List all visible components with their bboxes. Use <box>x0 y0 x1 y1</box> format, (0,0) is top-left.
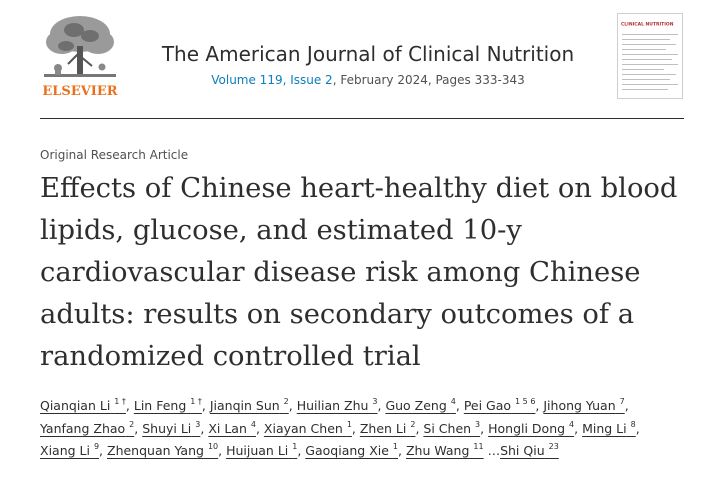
affiliation-marker: 3 <box>372 397 378 406</box>
cover-toc-line <box>622 39 670 40</box>
author-name: Xiayan Chen <box>263 420 343 436</box>
author-name: Guo Zeng <box>385 398 447 413</box>
affiliation-marker: 7 <box>619 397 625 406</box>
author-link[interactable]: Hongli Dong 4 <box>488 419 575 436</box>
elsevier-logo[interactable]: ELSEVIER <box>40 12 120 102</box>
author-link[interactable]: Xiang Li 9 <box>40 442 100 459</box>
affiliation-marker: 1 <box>292 442 298 451</box>
affiliation-marker: 1 5 6 <box>515 397 536 406</box>
author-link[interactable]: Jihong Yuan 7 <box>543 397 625 414</box>
author-name: Jihong Yuan <box>543 398 616 413</box>
affiliation-marker: 11 <box>473 442 484 451</box>
author-name: Si Chen <box>423 420 472 436</box>
article-type: Original Research Article <box>40 148 189 162</box>
author-name: Gaoqiang Xie <box>305 443 389 458</box>
author-link[interactable]: Yanfang Zhao 2 <box>40 419 135 436</box>
affiliation-marker: 1 † <box>190 397 202 406</box>
affiliation-marker: 2 <box>410 419 416 429</box>
author-name: Zhu Wang <box>405 443 470 458</box>
publisher-name: ELSEVIER <box>42 84 118 99</box>
author-link[interactable]: Guo Zeng 4 <box>385 397 456 414</box>
author-link[interactable]: Xi Lan 4 <box>208 419 256 436</box>
affiliation-marker: 10 <box>207 442 219 451</box>
affiliation-marker: 4 <box>250 419 256 429</box>
author-link[interactable]: Xiayan Chen 1 <box>263 419 352 436</box>
cover-toc-line <box>622 49 666 50</box>
issue-info: Volume 119, Issue 2, February 2024, Page… <box>124 73 612 87</box>
cover-toc-line <box>622 59 672 60</box>
author-link[interactable]: Gaoqiang Xie 1 <box>305 442 398 459</box>
author-link[interactable]: Huijuan Li 1 <box>226 442 298 459</box>
affiliation-marker: 9 <box>93 442 100 451</box>
author-link[interactable]: Shuyi Li 3 <box>142 419 201 436</box>
author-link[interactable]: Zhu Wang 11 <box>405 442 484 459</box>
author-link[interactable]: Qianqian Li 1 † <box>40 397 126 414</box>
cover-toc-line <box>622 54 678 55</box>
author-link[interactable]: Ming Li 8 <box>582 419 636 436</box>
author-link[interactable]: Zhen Li 2 <box>359 419 416 436</box>
cover-toc-line <box>622 34 678 35</box>
affiliation-marker: 1 <box>392 442 398 451</box>
author-link[interactable]: Shi Qiu 23 <box>500 442 559 459</box>
affiliation-marker: 3 <box>475 419 481 429</box>
author-name: Hongli Dong <box>488 420 566 436</box>
author-link[interactable]: Pei Gao 1 5 6 <box>463 397 536 414</box>
author-name: Lin Feng <box>133 398 187 413</box>
cover-toc-line <box>622 44 676 45</box>
author-link[interactable]: Lin Feng 1 † <box>133 397 202 414</box>
cover-toc-line <box>622 64 678 65</box>
affiliation-marker: 8 <box>630 419 636 429</box>
author-name: Qianqian Li <box>40 398 111 413</box>
author-name: Huijuan Li <box>226 443 289 458</box>
author-name: Pei Gao <box>463 398 512 413</box>
header-divider <box>40 118 684 119</box>
author-link[interactable]: Jianqin Sun 2 <box>209 397 289 414</box>
issue-date-pages: , February 2024, Pages 333-343 <box>332 73 525 87</box>
author-name: Shi Qiu <box>500 443 545 458</box>
cover-toc-line <box>622 69 664 70</box>
author-name: Jianqin Sun <box>209 398 280 413</box>
author-name: Xiang Li <box>40 443 90 458</box>
cover-toc-line <box>622 74 676 75</box>
cover-toc-line <box>622 89 668 90</box>
affiliation-marker: 3 <box>195 419 201 429</box>
affiliation-marker: 4 <box>450 397 456 406</box>
cover-toc-line <box>622 84 678 85</box>
affiliation-marker: 2 <box>283 397 289 406</box>
author-name: Ming Li <box>582 420 627 436</box>
author-name: Shuyi Li <box>142 420 192 436</box>
article-title: Effects of Chinese heart-healthy diet on… <box>40 173 678 372</box>
affiliation-marker: 1 † <box>114 397 126 406</box>
author-name: Xi Lan <box>208 420 247 436</box>
volume-issue-link[interactable]: Volume 119, Issue 2 <box>211 73 333 87</box>
cover-toc-line <box>622 79 670 80</box>
author-link[interactable]: Huilian Zhu 3 <box>296 397 378 414</box>
author-link[interactable]: Zhenquan Yang 10 <box>107 442 219 459</box>
author-name: Zhen Li <box>359 420 407 436</box>
affiliation-marker: 4 <box>569 419 575 429</box>
affiliation-marker: 23 <box>548 442 559 451</box>
author-link[interactable]: Si Chen 3 <box>423 419 481 436</box>
journal-title[interactable]: The American Journal of Clinical Nutriti… <box>161 42 575 66</box>
author-name: Zhenquan Yang <box>107 443 204 458</box>
affiliation-marker: 1 <box>346 419 352 429</box>
author-name: Yanfang Zhao <box>40 420 126 436</box>
author-list: Qianqian Li 1 †, Lin Feng 1 †, Jianqin S… <box>40 397 640 459</box>
journal-cover-thumbnail[interactable]: CLINICAL NUTRITION <box>617 13 683 99</box>
author-name: Huilian Zhu <box>296 398 369 413</box>
tree-logo-icon <box>40 12 120 82</box>
affiliation-marker: 2 <box>129 419 135 429</box>
cover-title: CLINICAL NUTRITION <box>621 22 674 28</box>
